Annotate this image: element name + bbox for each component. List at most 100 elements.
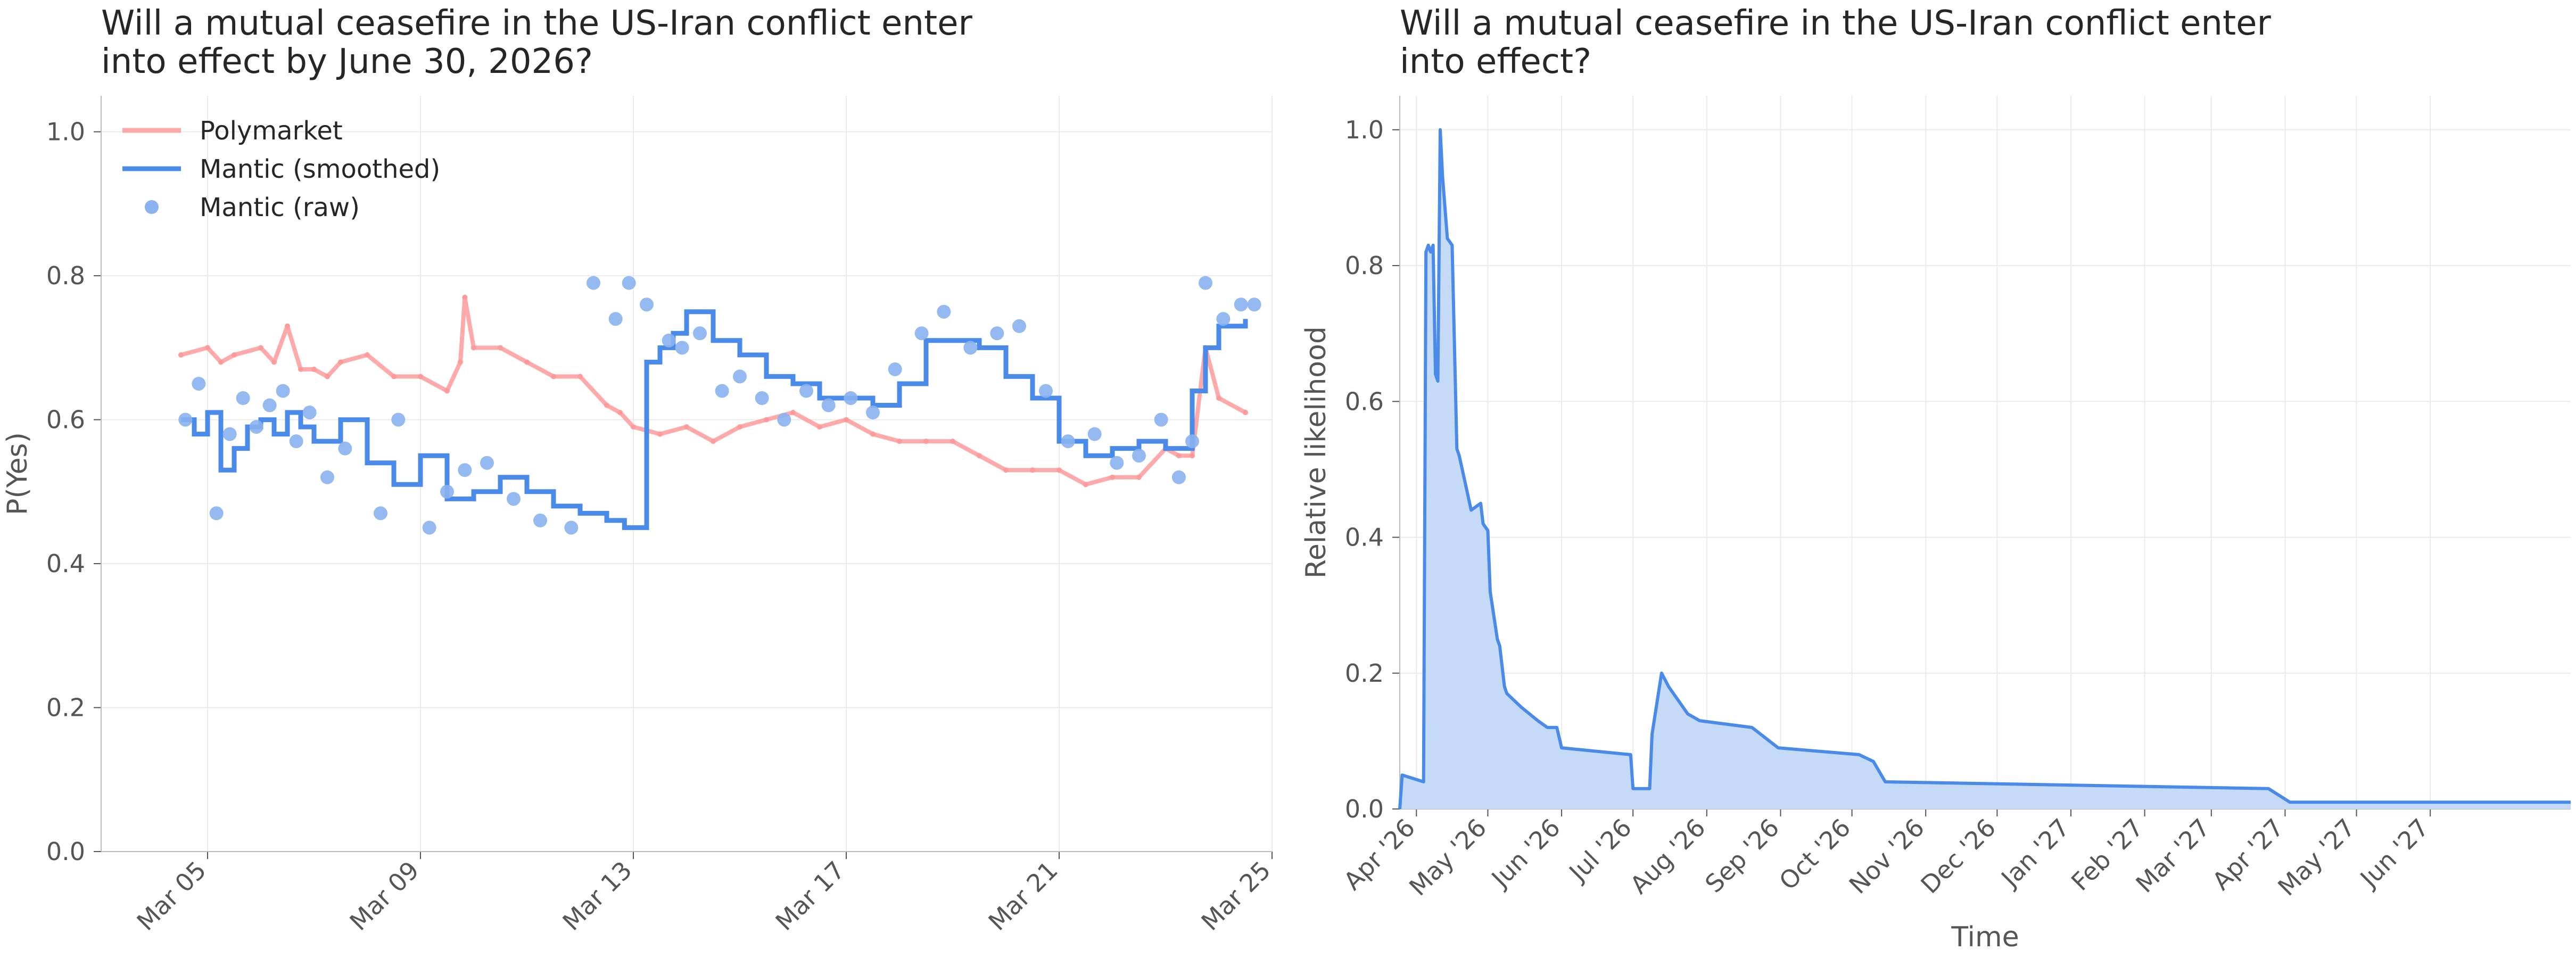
right-y-tick-label: 0.6 (1345, 387, 1384, 416)
mantic-raw-point (1039, 384, 1053, 398)
polymarket-point (218, 359, 224, 365)
polymarket-points (178, 294, 1248, 488)
polymarket-point (232, 352, 237, 358)
mantic-raw-point (458, 463, 472, 477)
polymarket-point (498, 345, 503, 351)
polymarket-point (391, 374, 397, 379)
polymarket-point (870, 431, 876, 437)
polymarket-point (1110, 474, 1115, 480)
left-y-tick-label: 0.2 (46, 693, 85, 722)
mantic-raw-point (480, 456, 494, 470)
mantic-raw-point (209, 506, 224, 521)
mantic-raw-point (777, 412, 791, 427)
mantic-raw-point (440, 484, 454, 499)
right-x-tick-label: Jan '27 (1995, 813, 2075, 894)
polymarket-point (551, 374, 556, 379)
polymarket-point (462, 294, 468, 300)
right-x-tick-label: Mar '27 (2130, 813, 2215, 898)
left-chart-title: Will a mutual ceasefire in the US-Iran c… (101, 4, 972, 81)
polymarket-point (923, 439, 929, 444)
right-x-tick-label: Jun '27 (2354, 813, 2434, 894)
polymarket-point (711, 439, 716, 444)
mantic-raw-point (533, 513, 547, 527)
polymarket-point (737, 424, 742, 430)
polymarket-point (458, 359, 463, 365)
polymarket-point (285, 323, 290, 329)
polymarket-point (617, 410, 623, 416)
mantic-raw-point (733, 369, 747, 384)
mantic-raw-point (888, 362, 902, 376)
polymarket-point (1243, 410, 1248, 416)
mantic-raw-point (1154, 412, 1168, 427)
mantic-raw-point (914, 326, 929, 341)
mantic-raw-point (1199, 276, 1212, 290)
mantic-raw-point (587, 276, 600, 290)
right-x-axis-label: Time (1951, 921, 2019, 953)
likelihood-line (1398, 128, 2571, 810)
polymarket-point (604, 402, 609, 408)
polymarket-point (1083, 482, 1088, 488)
mantic-raw-point (755, 391, 769, 405)
mantic-raw-point (1110, 456, 1124, 470)
polymarket-point (205, 345, 210, 351)
polymarket-point (311, 366, 317, 372)
right-y-tick-label: 0.4 (1345, 523, 1384, 552)
polymarket-point (657, 431, 663, 437)
left-axes: Mar 05 Mar 09 Mar 13 Mar 17 Mar 21 Mar 25 0.0 0… (2, 96, 1276, 936)
right-y-axis-label: Relative likelihood (1300, 326, 1332, 579)
left-x-tick-label: Mar 13 (557, 856, 637, 936)
mantic-raw-point (622, 276, 636, 290)
mantic-raw-point (1185, 434, 1199, 449)
mantic-raw-point (1061, 434, 1075, 449)
left-x-tick-label: Mar 25 (1195, 856, 1276, 936)
left-legend: Polymarket Mantic (smoothed) Mantic (raw) (122, 116, 440, 222)
mantic-raw-point (507, 492, 521, 506)
mantic-raw-point (937, 304, 951, 319)
mantic-raw-point (963, 341, 978, 355)
polymarket-point (684, 424, 689, 430)
mantic-raw-point (1216, 312, 1231, 326)
left-y-tick-label: 0.8 (46, 261, 85, 290)
right-x-tick-label: May '26 (1403, 813, 1492, 902)
left-y-axis-label: P(Yes) (2, 432, 34, 515)
right-y-tick-label: 0.2 (1345, 659, 1384, 688)
mantic-raw-point (866, 406, 880, 420)
polymarket-point (977, 453, 982, 459)
right-x-tick-label: Aug '26 (1624, 813, 1711, 899)
polymarket-point (1030, 467, 1035, 473)
polymarket-point (471, 345, 476, 351)
mantic-raw-point (391, 412, 406, 427)
right-plot-area (1398, 128, 2571, 810)
mantic-raw-point (289, 434, 303, 449)
polymarket-point (444, 388, 450, 394)
polymarket-point (258, 345, 263, 351)
polymarket-point (577, 374, 583, 379)
left-y-tick-label: 0.6 (46, 406, 85, 434)
left-x-tick-label: Mar 21 (982, 856, 1063, 936)
right-x-tick-label: Jul '26 (1563, 813, 1637, 888)
left-x-tick-label: Mar 17 (770, 856, 850, 936)
raw-points (178, 276, 1261, 535)
mantic-raw-point (374, 506, 387, 521)
mantic-raw-point (675, 341, 689, 355)
mantic-smoothed-line (181, 309, 1248, 530)
left-y-tick-label: 1.0 (46, 118, 85, 146)
polymarket-point (1176, 453, 1182, 459)
legend-mantic-raw-swatch (145, 200, 159, 214)
polymarket-point (325, 374, 330, 379)
right-x-tick-label: Sep '26 (1699, 813, 1785, 898)
polymarket-point (524, 359, 530, 365)
polymarket-point (1056, 467, 1062, 473)
mantic-raw-point (236, 391, 250, 405)
mantic-raw-point (178, 412, 193, 427)
mantic-raw-point (662, 333, 676, 348)
mantic-raw-point (249, 420, 263, 434)
left-y-tick-label: 0.0 (46, 837, 85, 866)
right-x-tick-label: Dec '26 (1915, 813, 2001, 899)
mantic-raw-point (422, 521, 436, 535)
mantic-raw-point (990, 326, 1004, 341)
polymarket-point (271, 359, 277, 365)
mantic-raw-point (844, 391, 858, 405)
